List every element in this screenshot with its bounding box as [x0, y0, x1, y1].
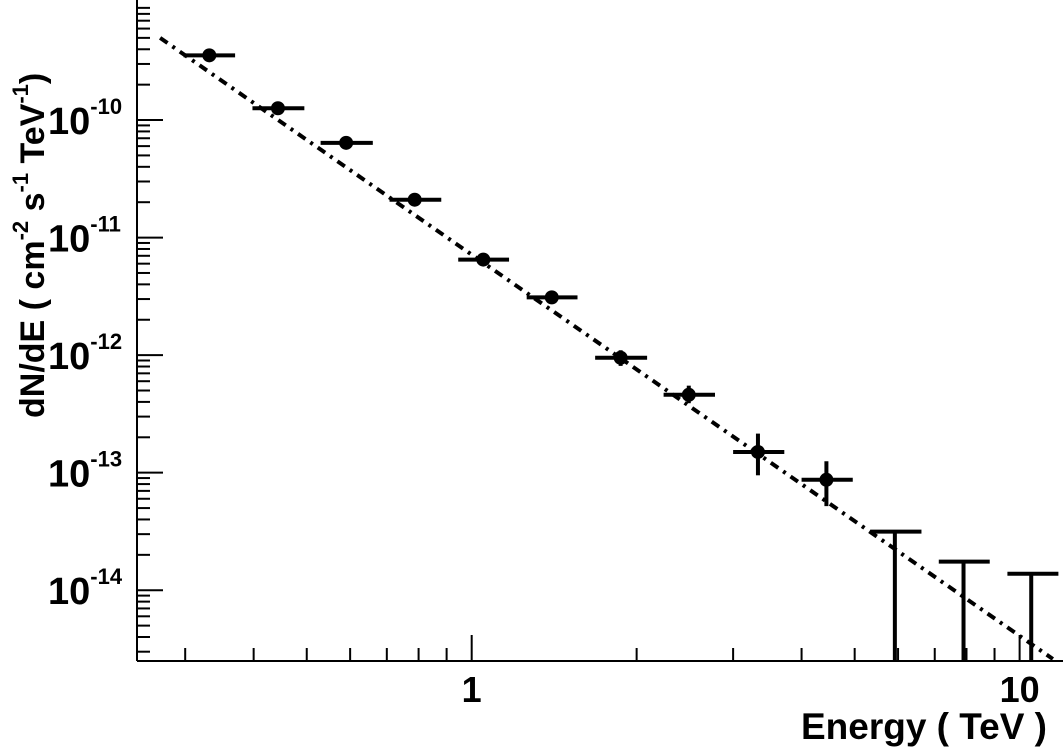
- y-title-exp3: -1: [8, 84, 33, 104]
- y-tick-mantissa: 10: [48, 101, 90, 143]
- data-point: [252, 101, 305, 116]
- y-tick-label: 10-10: [48, 94, 122, 143]
- data-marker: [819, 472, 834, 487]
- y-title-end: ): [14, 73, 52, 84]
- data-point: [733, 433, 785, 476]
- data-marker: [270, 101, 285, 116]
- data-marker: [681, 387, 696, 402]
- data-point: [663, 385, 715, 404]
- y-tick-exponent: -14: [90, 564, 123, 589]
- upper-limits-group: [870, 529, 1059, 661]
- data-point: [801, 461, 853, 507]
- data-marker: [613, 350, 628, 365]
- data-point: [526, 290, 578, 305]
- x-axis-title: Energy ( TeV ): [801, 706, 1047, 747]
- plot-frame: [136, 0, 1063, 662]
- x-tick-labels: 1 10: [462, 669, 1040, 710]
- data-marker: [476, 252, 491, 267]
- y-tick-mantissa: 10: [48, 219, 90, 261]
- y-tick-label: 10-11: [48, 212, 121, 261]
- data-point: [458, 252, 510, 267]
- y-tick-label: 10-13: [48, 447, 122, 496]
- y-title-base: dN/dE ( cm: [14, 240, 52, 418]
- data-marker: [750, 444, 765, 459]
- y-tick-mantissa: 10: [48, 454, 90, 496]
- y-title-exp2: -1: [8, 173, 33, 193]
- power-law-fit-line: [158, 36, 1055, 661]
- y-tick-exponent: -13: [90, 447, 122, 472]
- data-marker: [202, 48, 217, 63]
- data-point: [389, 192, 442, 207]
- data-marker: [407, 192, 422, 207]
- data-points-group: [183, 48, 853, 507]
- upper-limit: [938, 559, 990, 661]
- y-axis-title: dN/dE ( cm-2 s-1 TeV-1): [8, 73, 52, 418]
- data-point: [595, 350, 648, 366]
- data-point: [320, 135, 373, 150]
- y-title-mid: s: [14, 193, 52, 221]
- y-tick-mantissa: 10: [48, 336, 90, 378]
- upper-limit: [1007, 571, 1059, 661]
- y-tick-exponent: -12: [90, 329, 122, 354]
- data-marker: [339, 135, 354, 150]
- y-tick-label: 10-14: [48, 564, 123, 613]
- y-title-exp1: -2: [8, 221, 33, 241]
- y-tick-label: 10-12: [48, 329, 122, 378]
- y-tick-exponent: -10: [90, 94, 122, 119]
- y-title-mid2: TeV: [14, 103, 52, 173]
- x-tick-label: 10: [1000, 669, 1040, 710]
- y-tick-exponent: -11: [90, 212, 121, 237]
- y-tick-mantissa: 10: [48, 571, 90, 613]
- x-tick-label: 1: [462, 669, 482, 710]
- major-ticks: [137, 119, 1021, 661]
- fit-line-group: [158, 36, 1055, 661]
- data-point: [183, 48, 236, 63]
- minor-ticks: [137, 6, 996, 661]
- data-marker: [544, 290, 559, 305]
- upper-limit: [870, 529, 922, 661]
